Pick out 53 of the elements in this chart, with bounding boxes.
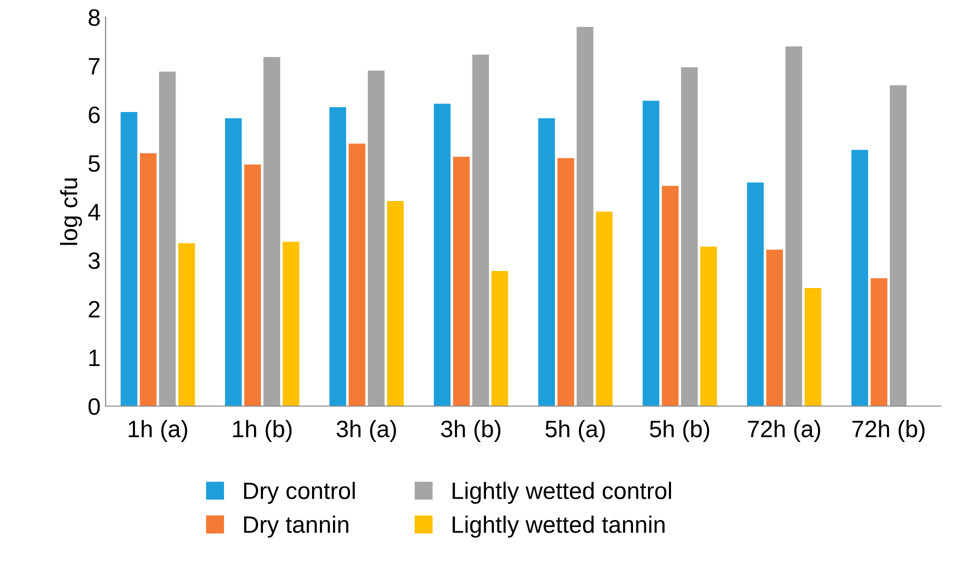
legend-label: Dry control xyxy=(244,482,355,504)
y-tick-label: 1 xyxy=(89,350,100,366)
bar xyxy=(681,67,698,406)
bar xyxy=(348,144,366,406)
bar xyxy=(538,118,555,406)
bar xyxy=(557,158,574,406)
bar xyxy=(225,118,242,406)
bar xyxy=(159,72,176,406)
bar xyxy=(890,85,907,406)
bar xyxy=(785,46,802,406)
y-tick-label: 4 xyxy=(88,204,100,220)
x-tick-label: 3h (b) xyxy=(441,420,500,442)
bar xyxy=(642,100,660,406)
bar xyxy=(662,186,679,406)
y-tick-label: 0 xyxy=(88,398,100,415)
y-axis-title: log cfu xyxy=(60,178,82,245)
x-tick-label: 5h (a) xyxy=(546,420,605,442)
bar xyxy=(747,182,764,406)
bar xyxy=(178,243,195,406)
bar xyxy=(434,104,451,406)
bar xyxy=(576,26,594,406)
bar xyxy=(244,164,261,406)
bar xyxy=(491,270,508,406)
x-tick-label: 72h (b) xyxy=(852,420,925,442)
x-tick-label: 1h (a) xyxy=(128,420,188,442)
bar xyxy=(700,246,717,406)
bar xyxy=(263,57,280,406)
y-tick-label: 7 xyxy=(88,58,100,74)
bar xyxy=(140,153,157,406)
y-tick-label: 8 xyxy=(88,9,100,26)
bar xyxy=(120,112,138,406)
y-tick-label: 5 xyxy=(88,155,100,172)
bar xyxy=(387,200,404,406)
legend-label: Lightly wetted control xyxy=(452,482,672,504)
bar xyxy=(596,212,613,406)
bar xyxy=(766,250,783,406)
bar xyxy=(851,150,868,406)
x-tick-label: 1h (b) xyxy=(233,420,292,442)
legend-label: Dry tannin xyxy=(244,516,348,538)
x-tick-label: 5h (b) xyxy=(650,420,710,442)
bar xyxy=(368,70,385,406)
bar xyxy=(329,107,346,406)
y-tick-label: 2 xyxy=(88,300,100,318)
bar xyxy=(870,278,888,406)
y-tick-label: 6 xyxy=(88,106,100,124)
bar xyxy=(804,288,822,406)
x-tick-label: 72h (a) xyxy=(748,420,820,442)
x-tick-label: 3h (a) xyxy=(336,420,396,442)
y-tick-label: 3 xyxy=(88,252,100,270)
legend-label: Lightly wetted tannin xyxy=(452,516,665,538)
bar xyxy=(282,242,300,406)
bar xyxy=(453,156,470,406)
bar xyxy=(472,54,489,406)
